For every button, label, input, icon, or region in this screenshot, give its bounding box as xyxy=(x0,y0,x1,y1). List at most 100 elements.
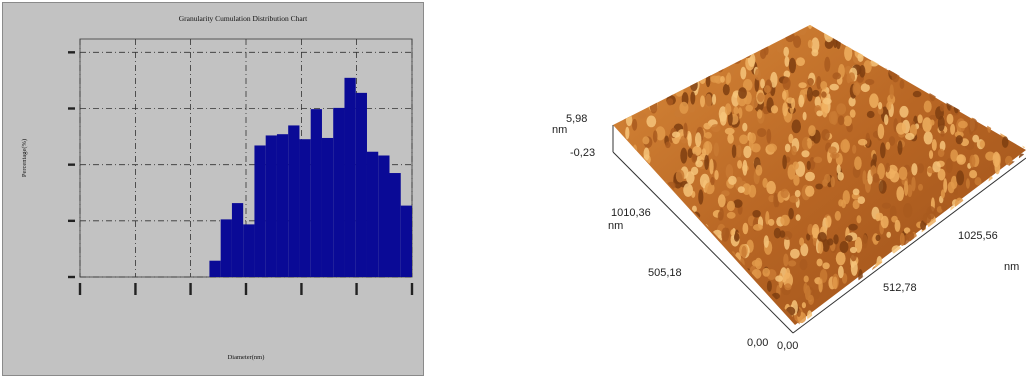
surface-grain xyxy=(860,28,870,40)
surface-grain xyxy=(796,57,805,66)
surface-grain xyxy=(821,91,827,98)
surface-grain xyxy=(903,25,909,26)
surface-grain xyxy=(661,180,668,188)
surface-grain xyxy=(590,207,599,221)
surface-grain xyxy=(1012,49,1020,57)
surface-grain xyxy=(991,27,1001,38)
surface-grain xyxy=(704,132,712,139)
surface-grain xyxy=(759,310,764,323)
surface-grain xyxy=(648,47,655,62)
surface-grain xyxy=(665,63,672,72)
surface-grain xyxy=(783,272,793,288)
surface-grain xyxy=(979,298,990,305)
surface-grain xyxy=(625,224,636,233)
surface-grain xyxy=(710,312,717,324)
surface-grain xyxy=(635,315,642,325)
surface-grain xyxy=(1000,222,1010,233)
surface-grain xyxy=(757,30,768,38)
surface-grain xyxy=(729,41,739,48)
surface-grain xyxy=(619,315,627,325)
surface-grain xyxy=(815,183,823,190)
surface-grain xyxy=(929,49,937,62)
axis-ticks xyxy=(68,51,414,295)
surface-grain xyxy=(982,322,993,325)
surface-grain xyxy=(951,25,958,39)
surface-grain xyxy=(956,299,964,307)
surface-grain xyxy=(853,83,861,95)
surface-grain xyxy=(685,236,695,244)
histogram-bar xyxy=(288,125,300,277)
surface-grain xyxy=(858,25,866,31)
surface-grain xyxy=(719,111,727,126)
histogram-bar xyxy=(220,219,232,277)
surface-grain xyxy=(846,300,855,317)
surface-grain xyxy=(742,40,750,47)
surface-grain xyxy=(647,293,653,309)
surface-grain xyxy=(668,306,677,317)
surface-grain xyxy=(1016,84,1026,101)
surface-grain xyxy=(694,288,704,303)
surface-grain xyxy=(738,87,747,99)
surface-grain xyxy=(987,120,992,133)
surface-grain xyxy=(852,188,860,196)
surface-grain xyxy=(741,245,747,259)
surface-grain xyxy=(667,81,675,96)
surface-grain xyxy=(1004,212,1009,227)
surface-grain xyxy=(821,101,829,118)
surface-grain xyxy=(987,25,997,34)
surface-grain xyxy=(937,168,946,181)
surface-grain xyxy=(749,309,754,324)
surface-grain xyxy=(768,218,775,226)
surface-grain xyxy=(950,78,960,91)
surface-grain xyxy=(691,153,697,163)
surface-grain xyxy=(605,285,609,296)
surface-grain xyxy=(889,205,897,219)
surface-grain xyxy=(995,297,1003,314)
surface-grain xyxy=(850,260,858,276)
surface-grain xyxy=(830,315,839,325)
surface-grain xyxy=(822,262,830,270)
surface-grain xyxy=(751,26,759,40)
surface-grain xyxy=(849,109,856,118)
surface-grain xyxy=(782,102,788,117)
surface-grain xyxy=(875,234,881,242)
surface-grain xyxy=(1003,36,1011,52)
surface-grain xyxy=(765,33,772,47)
surface-grain xyxy=(819,269,828,283)
surface-grain xyxy=(985,243,993,257)
surface-grain xyxy=(640,74,646,83)
surface-grain xyxy=(979,215,984,230)
surface-grain xyxy=(720,269,729,283)
surface-grain xyxy=(657,317,663,325)
surface-grain xyxy=(651,25,660,29)
surface-grain xyxy=(662,56,667,70)
x-tick-mark xyxy=(300,283,303,295)
surface-grain xyxy=(881,301,890,309)
surface-grain xyxy=(773,227,781,239)
surface-grain xyxy=(913,306,923,321)
surface-grain xyxy=(725,25,732,33)
surface-grain xyxy=(687,148,693,159)
surface-grain xyxy=(1005,36,1014,51)
surface-grain xyxy=(861,25,872,37)
surface-grain xyxy=(830,176,835,188)
surface-grain xyxy=(998,124,1003,133)
surface-grain xyxy=(751,97,758,109)
surface-grain xyxy=(791,119,801,134)
surface-grain xyxy=(838,311,845,325)
surface-grain xyxy=(1005,195,1014,203)
surface-grain xyxy=(724,127,735,135)
surface-grain xyxy=(625,114,633,127)
surface-grain xyxy=(885,162,890,173)
surface-grain xyxy=(922,60,928,70)
surface-grain xyxy=(877,123,885,139)
surface-grain xyxy=(955,135,963,145)
surface-grain xyxy=(799,259,808,271)
surface-grain xyxy=(685,245,692,254)
surface-grain xyxy=(1004,114,1010,127)
surface-grain xyxy=(918,69,924,77)
histogram-bar xyxy=(378,155,390,277)
surface-grain xyxy=(752,210,761,218)
surface-grain xyxy=(963,62,972,70)
surface-grain xyxy=(593,311,598,324)
